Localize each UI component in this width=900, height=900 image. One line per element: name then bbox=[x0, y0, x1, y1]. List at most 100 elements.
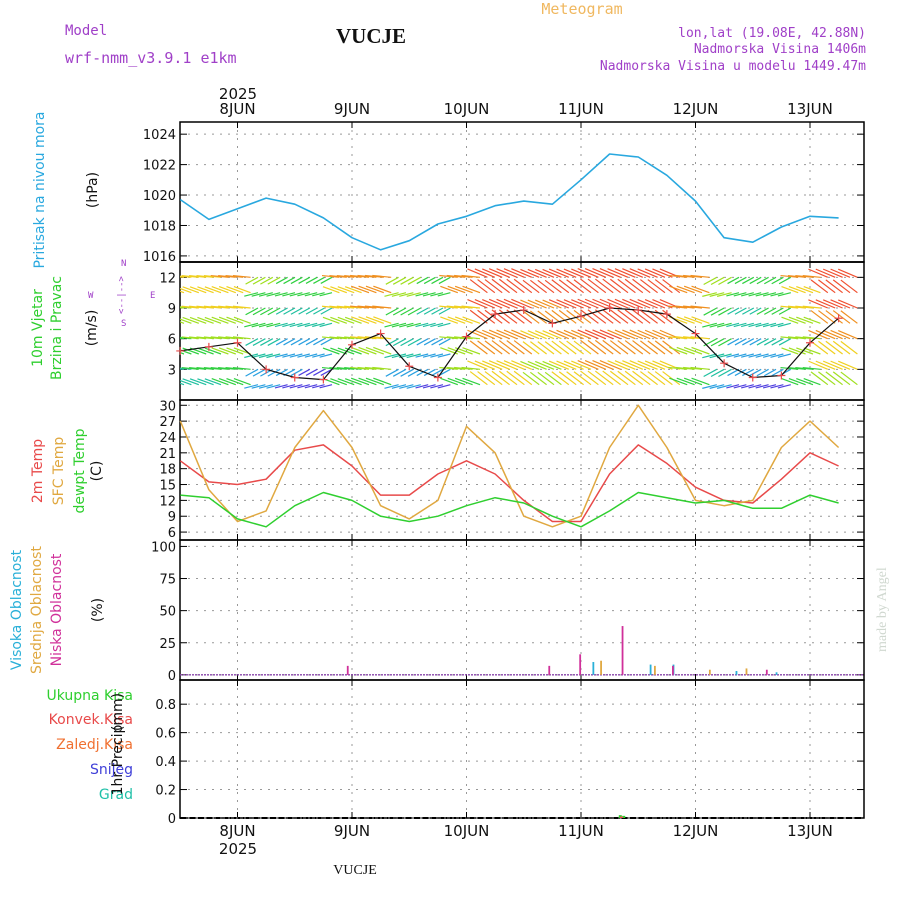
wind-barb bbox=[629, 298, 651, 309]
wind-barb bbox=[808, 299, 829, 309]
wind-barb bbox=[527, 360, 547, 370]
wind-barb bbox=[599, 329, 621, 340]
wind-barb bbox=[756, 338, 769, 346]
wind-barb bbox=[305, 368, 318, 376]
wind-barb bbox=[778, 276, 792, 285]
cloud-y-tick-label: 75 bbox=[159, 573, 176, 588]
wind-barb bbox=[788, 378, 806, 386]
wind-barb bbox=[727, 276, 740, 285]
wind-barb bbox=[683, 305, 703, 309]
cloud-ylabel-1: Visoka Oblacnost bbox=[9, 549, 25, 670]
wind-barb bbox=[358, 285, 377, 294]
wind-barb bbox=[770, 353, 784, 358]
wind-gust-marker bbox=[405, 362, 414, 371]
wind-barb bbox=[644, 299, 666, 309]
wind-barb bbox=[204, 378, 222, 386]
wind-barb bbox=[180, 321, 185, 324]
wind-barb bbox=[431, 368, 444, 377]
wind-barb bbox=[803, 378, 821, 386]
wind-barb bbox=[415, 292, 429, 297]
wind-barb bbox=[741, 384, 754, 389]
wind-barb bbox=[668, 274, 688, 278]
wind-barb bbox=[344, 286, 362, 294]
cloud-mid-bar bbox=[708, 669, 711, 675]
wind-barb bbox=[357, 366, 377, 370]
wind-barb bbox=[669, 346, 688, 355]
wind-barb bbox=[225, 274, 244, 278]
wind-barb bbox=[584, 360, 607, 370]
wind-barb bbox=[718, 307, 732, 316]
temp-y-tick-label: 21 bbox=[159, 447, 176, 462]
wind-barb bbox=[364, 305, 384, 309]
wind-barb bbox=[511, 360, 533, 370]
wind-barb bbox=[594, 309, 614, 324]
wind-barb bbox=[818, 279, 836, 294]
wind-barb bbox=[225, 336, 244, 340]
pressure-y-tick-label: 1020 bbox=[143, 189, 176, 204]
wind-barb bbox=[232, 274, 251, 278]
wind-barb bbox=[840, 371, 858, 386]
wind-barb bbox=[534, 299, 555, 309]
wind-barb bbox=[474, 299, 496, 309]
wind-barb bbox=[577, 298, 599, 309]
wind-barb bbox=[617, 278, 636, 294]
wind-barb bbox=[290, 368, 303, 377]
wind-barb bbox=[251, 353, 266, 359]
wind-gust-marker bbox=[519, 306, 528, 315]
cloud-y-tick-label: 100 bbox=[151, 540, 176, 555]
cloud-y-tick-label: 50 bbox=[159, 605, 176, 620]
wind-barb bbox=[289, 384, 303, 389]
wind-barb bbox=[795, 305, 814, 309]
wind-barb bbox=[350, 316, 370, 324]
wind-barb bbox=[503, 298, 525, 309]
wind-barb bbox=[614, 329, 636, 340]
wind-barb bbox=[298, 276, 311, 284]
temp-y-tick-label: 12 bbox=[159, 494, 176, 509]
wind-barb bbox=[189, 316, 207, 324]
wind-barb bbox=[423, 307, 436, 315]
wind-barb bbox=[350, 346, 370, 355]
precip-legend: Ukupna Kisa Konvek.Kisa Zaledj.Kisa Snij… bbox=[46, 688, 133, 803]
wind-barb bbox=[624, 309, 644, 324]
wind-barb bbox=[733, 353, 747, 358]
wind-barb bbox=[727, 307, 740, 315]
wind-barb bbox=[808, 329, 829, 340]
wind-barb bbox=[644, 268, 666, 278]
wind-barb bbox=[520, 299, 540, 309]
wind-barb bbox=[391, 292, 407, 297]
wind-barb bbox=[803, 347, 821, 355]
wind-barb bbox=[716, 384, 732, 389]
wind-barb bbox=[430, 384, 444, 389]
wind-gust-marker bbox=[462, 332, 471, 341]
wind-barb bbox=[830, 329, 851, 340]
wind-barb bbox=[372, 336, 392, 340]
wind-barb bbox=[226, 286, 244, 294]
wind-barb bbox=[312, 322, 325, 328]
wind-barb bbox=[520, 330, 540, 340]
pressure-series-line bbox=[179, 153, 839, 251]
wind-barb bbox=[364, 366, 384, 370]
wind-barb bbox=[742, 307, 755, 315]
lonlat-label: lon,lat (19.08E, 42.88N) bbox=[678, 26, 866, 41]
wind-barb bbox=[196, 336, 214, 340]
wind-barb bbox=[313, 368, 325, 376]
wind-barb bbox=[218, 305, 236, 309]
wind-barb bbox=[312, 292, 325, 297]
wind-barb bbox=[755, 353, 769, 358]
wind-barb bbox=[822, 268, 843, 278]
wind-barb bbox=[709, 322, 725, 328]
wind-barb bbox=[406, 322, 421, 328]
wind-barb bbox=[305, 307, 318, 315]
wind-barb bbox=[461, 305, 481, 309]
wind-barb bbox=[742, 338, 755, 346]
wind-barb bbox=[275, 368, 288, 377]
wind-barb bbox=[233, 378, 251, 386]
bottom-day-label: 13JUN bbox=[787, 822, 833, 840]
pressure-y-tick-label: 1024 bbox=[143, 128, 176, 143]
wind-barb bbox=[741, 353, 754, 358]
wind-barb bbox=[815, 360, 836, 370]
wind-barb bbox=[454, 366, 473, 370]
wind-barb bbox=[654, 371, 673, 386]
wind-barb bbox=[542, 330, 562, 340]
wind-barb bbox=[587, 278, 607, 294]
